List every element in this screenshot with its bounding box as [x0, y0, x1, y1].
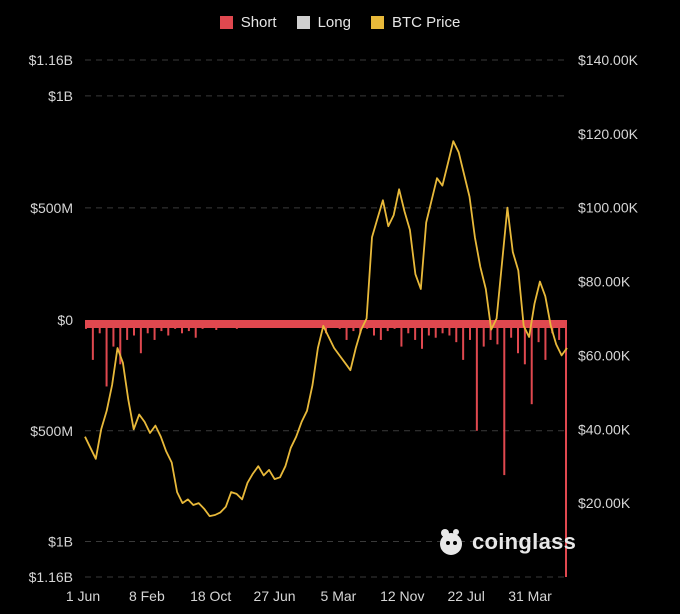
short-bar-55 — [462, 320, 465, 360]
short-bar-66 — [537, 320, 540, 343]
short-bar-65 — [530, 320, 533, 405]
x-tick-label-3: 27 Jun — [254, 588, 296, 604]
chart-legend: Short Long BTC Price — [0, 14, 680, 31]
legend-label-short: Short — [240, 14, 277, 31]
legend-swatch-long — [296, 16, 310, 29]
x-tick-label-2: 18 Oct — [190, 588, 231, 604]
short-bar-46 — [400, 320, 403, 347]
y-right-tick-label-0: $140.00K — [578, 52, 639, 68]
short-bar-60 — [496, 320, 499, 345]
short-bar-64 — [523, 320, 526, 365]
watermark: coinglass — [436, 527, 576, 557]
legend-swatch-short — [219, 16, 233, 29]
short-base-band — [85, 320, 567, 328]
short-bar-62 — [510, 320, 513, 338]
short-bar-5 — [119, 320, 122, 365]
short-bar-10 — [153, 320, 156, 340]
short-bar-16 — [194, 320, 197, 338]
y-left-tick-label-0: $1.16B — [29, 52, 73, 68]
short-bar-4 — [112, 320, 115, 347]
x-tick-label-6: 22 Jul — [447, 588, 484, 604]
short-bar-49 — [421, 320, 423, 349]
short-bar-57 — [475, 320, 478, 431]
short-bar-70 — [565, 320, 567, 577]
coinglass-logo-icon — [440, 529, 462, 555]
y-right-tick-label-1: $120.00K — [578, 126, 639, 142]
legend-item-short[interactable]: Short — [219, 14, 277, 31]
y-left-tick-label-2: $500M — [30, 200, 73, 216]
short-bar-61 — [503, 320, 506, 476]
short-bar-43 — [379, 320, 382, 340]
y-left-tick-label-1: $1B — [48, 88, 73, 104]
y-right-tick-label-3: $80.00K — [578, 274, 631, 290]
y-left-tick-label-4: $500M — [30, 423, 73, 439]
short-bar-56 — [469, 320, 471, 340]
legend-item-btc-price[interactable]: BTC Price — [370, 14, 461, 31]
short-bar-6 — [126, 320, 129, 340]
legend-swatch-btc-price — [370, 16, 384, 29]
short-bar-69 — [558, 320, 561, 340]
legend-item-long[interactable]: Long — [296, 14, 351, 31]
short-bar-1 — [91, 320, 94, 360]
x-tick-label-5: 12 Nov — [380, 588, 424, 604]
x-tick-label-1: 8 Feb — [129, 588, 165, 604]
short-bar-48 — [414, 320, 417, 340]
y-right-tick-label-6: $20.00K — [578, 495, 631, 511]
y-right-tick-label-5: $40.00K — [578, 421, 631, 437]
watermark-text: coinglass — [472, 529, 577, 554]
btc-price-line — [84, 140, 568, 517]
x-tick-label-7: 31 Mar — [508, 588, 552, 604]
short-bar-38 — [345, 320, 348, 340]
short-bar-63 — [517, 320, 519, 354]
x-tick-label-4: 5 Mar — [321, 588, 357, 604]
y-left-tick-label-6: $1.16B — [29, 569, 73, 585]
y-right-tick-label-2: $100.00K — [578, 200, 639, 216]
y-left-tick-label-3: $0 — [57, 312, 73, 328]
short-bar-3 — [105, 320, 108, 387]
short-bar-58 — [482, 320, 485, 347]
short-bar-54 — [455, 320, 458, 343]
short-bar-8 — [139, 320, 142, 354]
y-right-tick-label-4: $60.00K — [578, 347, 631, 363]
legend-label-btc-price: BTC Price — [391, 14, 461, 31]
legend-label-long: Long — [317, 14, 351, 31]
x-tick-label-0: 1 Jun — [66, 588, 100, 604]
y-left-tick-label-5: $1B — [48, 534, 73, 550]
short-bar-67 — [544, 320, 547, 360]
short-bar-51 — [434, 320, 437, 338]
